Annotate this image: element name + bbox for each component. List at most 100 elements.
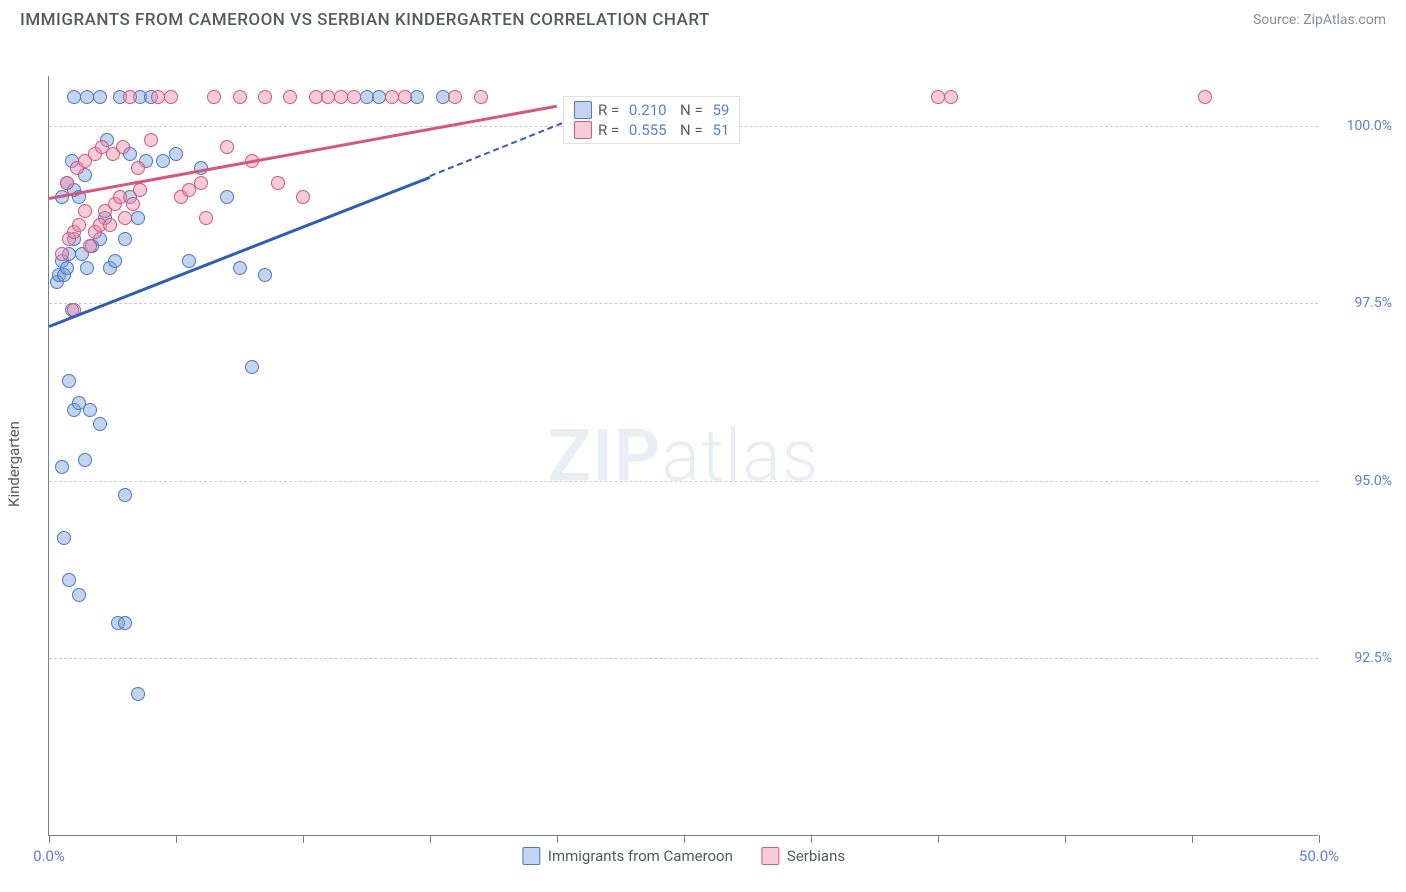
- grid-line: [49, 481, 1318, 482]
- data-point: [60, 176, 74, 190]
- x-tick-label: 0.0%: [33, 847, 65, 865]
- legend-swatch: [574, 101, 592, 119]
- data-point: [131, 211, 145, 225]
- data-point: [182, 254, 196, 268]
- data-point: [131, 687, 145, 701]
- grid-line: [49, 658, 1318, 659]
- data-point: [72, 218, 86, 232]
- x-tick-label: 50.0%: [1299, 847, 1339, 865]
- data-point: [108, 254, 122, 268]
- grid-line: [49, 303, 1318, 304]
- stat-label: R =: [598, 101, 623, 119]
- chart-area: Kindergarten ZIPatlas 92.5%95.0%97.5%100…: [0, 36, 1406, 892]
- x-tick: [811, 835, 812, 843]
- data-point: [133, 183, 147, 197]
- x-tick: [430, 835, 431, 843]
- stats-legend-row: R = 0.210 N = 59: [574, 101, 729, 119]
- legend-item: Immigrants from Cameroon: [522, 847, 733, 865]
- x-tick: [1192, 835, 1193, 843]
- data-point: [83, 403, 97, 417]
- chart-title: IMMIGRANTS FROM CAMEROON VS SERBIAN KIND…: [20, 10, 710, 30]
- data-point: [72, 588, 86, 602]
- data-point: [144, 133, 158, 147]
- stat-r-value: 0.210: [629, 101, 667, 119]
- legend-item: Serbians: [761, 847, 845, 865]
- data-point: [347, 90, 361, 104]
- data-point: [182, 183, 196, 197]
- data-point: [123, 90, 137, 104]
- data-point: [80, 261, 94, 275]
- data-point: [116, 140, 130, 154]
- data-point: [233, 261, 247, 275]
- data-point: [271, 176, 285, 190]
- data-point: [944, 90, 958, 104]
- stat-label: N =: [673, 121, 707, 139]
- stat-label: N =: [673, 101, 707, 119]
- data-point: [296, 190, 310, 204]
- data-point: [283, 90, 297, 104]
- watermark-bold: ZIP: [548, 413, 661, 498]
- data-point: [258, 268, 272, 282]
- data-point: [62, 573, 76, 587]
- y-tick-label: 92.5%: [1332, 650, 1392, 666]
- data-point: [448, 90, 462, 104]
- trend-line: [49, 176, 431, 327]
- x-tick: [938, 835, 939, 843]
- stat-n-value: 59: [712, 101, 729, 119]
- data-point: [194, 176, 208, 190]
- data-point: [118, 616, 132, 630]
- data-point: [164, 90, 178, 104]
- data-point: [245, 360, 259, 374]
- data-point: [398, 90, 412, 104]
- data-point: [118, 232, 132, 246]
- x-tick: [1319, 835, 1320, 843]
- data-point: [78, 204, 92, 218]
- x-tick: [303, 835, 304, 843]
- data-point: [62, 374, 76, 388]
- data-point: [220, 140, 234, 154]
- data-point: [55, 460, 69, 474]
- stats-legend-row: R = 0.555 N = 51: [574, 121, 729, 139]
- x-tick: [557, 835, 558, 843]
- x-tick: [49, 835, 50, 843]
- data-point: [410, 90, 424, 104]
- data-point: [93, 90, 107, 104]
- y-tick-label: 100.0%: [1332, 118, 1392, 134]
- legend-swatch: [574, 121, 592, 139]
- chart-source: Source: ZipAtlas.com: [1253, 12, 1386, 28]
- data-point: [60, 261, 74, 275]
- chart-header: IMMIGRANTS FROM CAMEROON VS SERBIAN KIND…: [0, 0, 1406, 36]
- plot-region: ZIPatlas 92.5%95.0%97.5%100.0%0.0%50.0%I…: [48, 76, 1318, 836]
- y-tick-label: 97.5%: [1332, 295, 1392, 311]
- data-point: [78, 453, 92, 467]
- x-tick: [1065, 835, 1066, 843]
- y-tick-label: 95.0%: [1332, 473, 1392, 489]
- stat-r-value: 0.555: [629, 121, 667, 139]
- series-legend: Immigrants from Cameroon Serbians: [522, 847, 845, 865]
- x-tick: [176, 835, 177, 843]
- data-point: [118, 211, 132, 225]
- data-point: [93, 417, 107, 431]
- data-point: [169, 147, 183, 161]
- stat-label: R =: [598, 121, 623, 139]
- data-point: [258, 90, 272, 104]
- data-point: [220, 190, 234, 204]
- y-axis-label: Kindergarten: [5, 421, 23, 507]
- data-point: [474, 90, 488, 104]
- legend-swatch: [522, 847, 540, 865]
- data-point: [126, 197, 140, 211]
- legend-label: Serbians: [787, 847, 845, 865]
- legend-swatch: [761, 847, 779, 865]
- data-point: [156, 154, 170, 168]
- data-point: [233, 90, 247, 104]
- data-point: [57, 531, 71, 545]
- data-point: [131, 161, 145, 175]
- data-point: [55, 247, 69, 261]
- data-point: [207, 90, 221, 104]
- watermark: ZIPatlas: [548, 413, 820, 498]
- data-point: [199, 211, 213, 225]
- stat-n-value: 51: [712, 121, 729, 139]
- x-tick: [684, 835, 685, 843]
- watermark-light: atlas: [661, 413, 819, 498]
- legend-label: Immigrants from Cameroon: [548, 847, 733, 865]
